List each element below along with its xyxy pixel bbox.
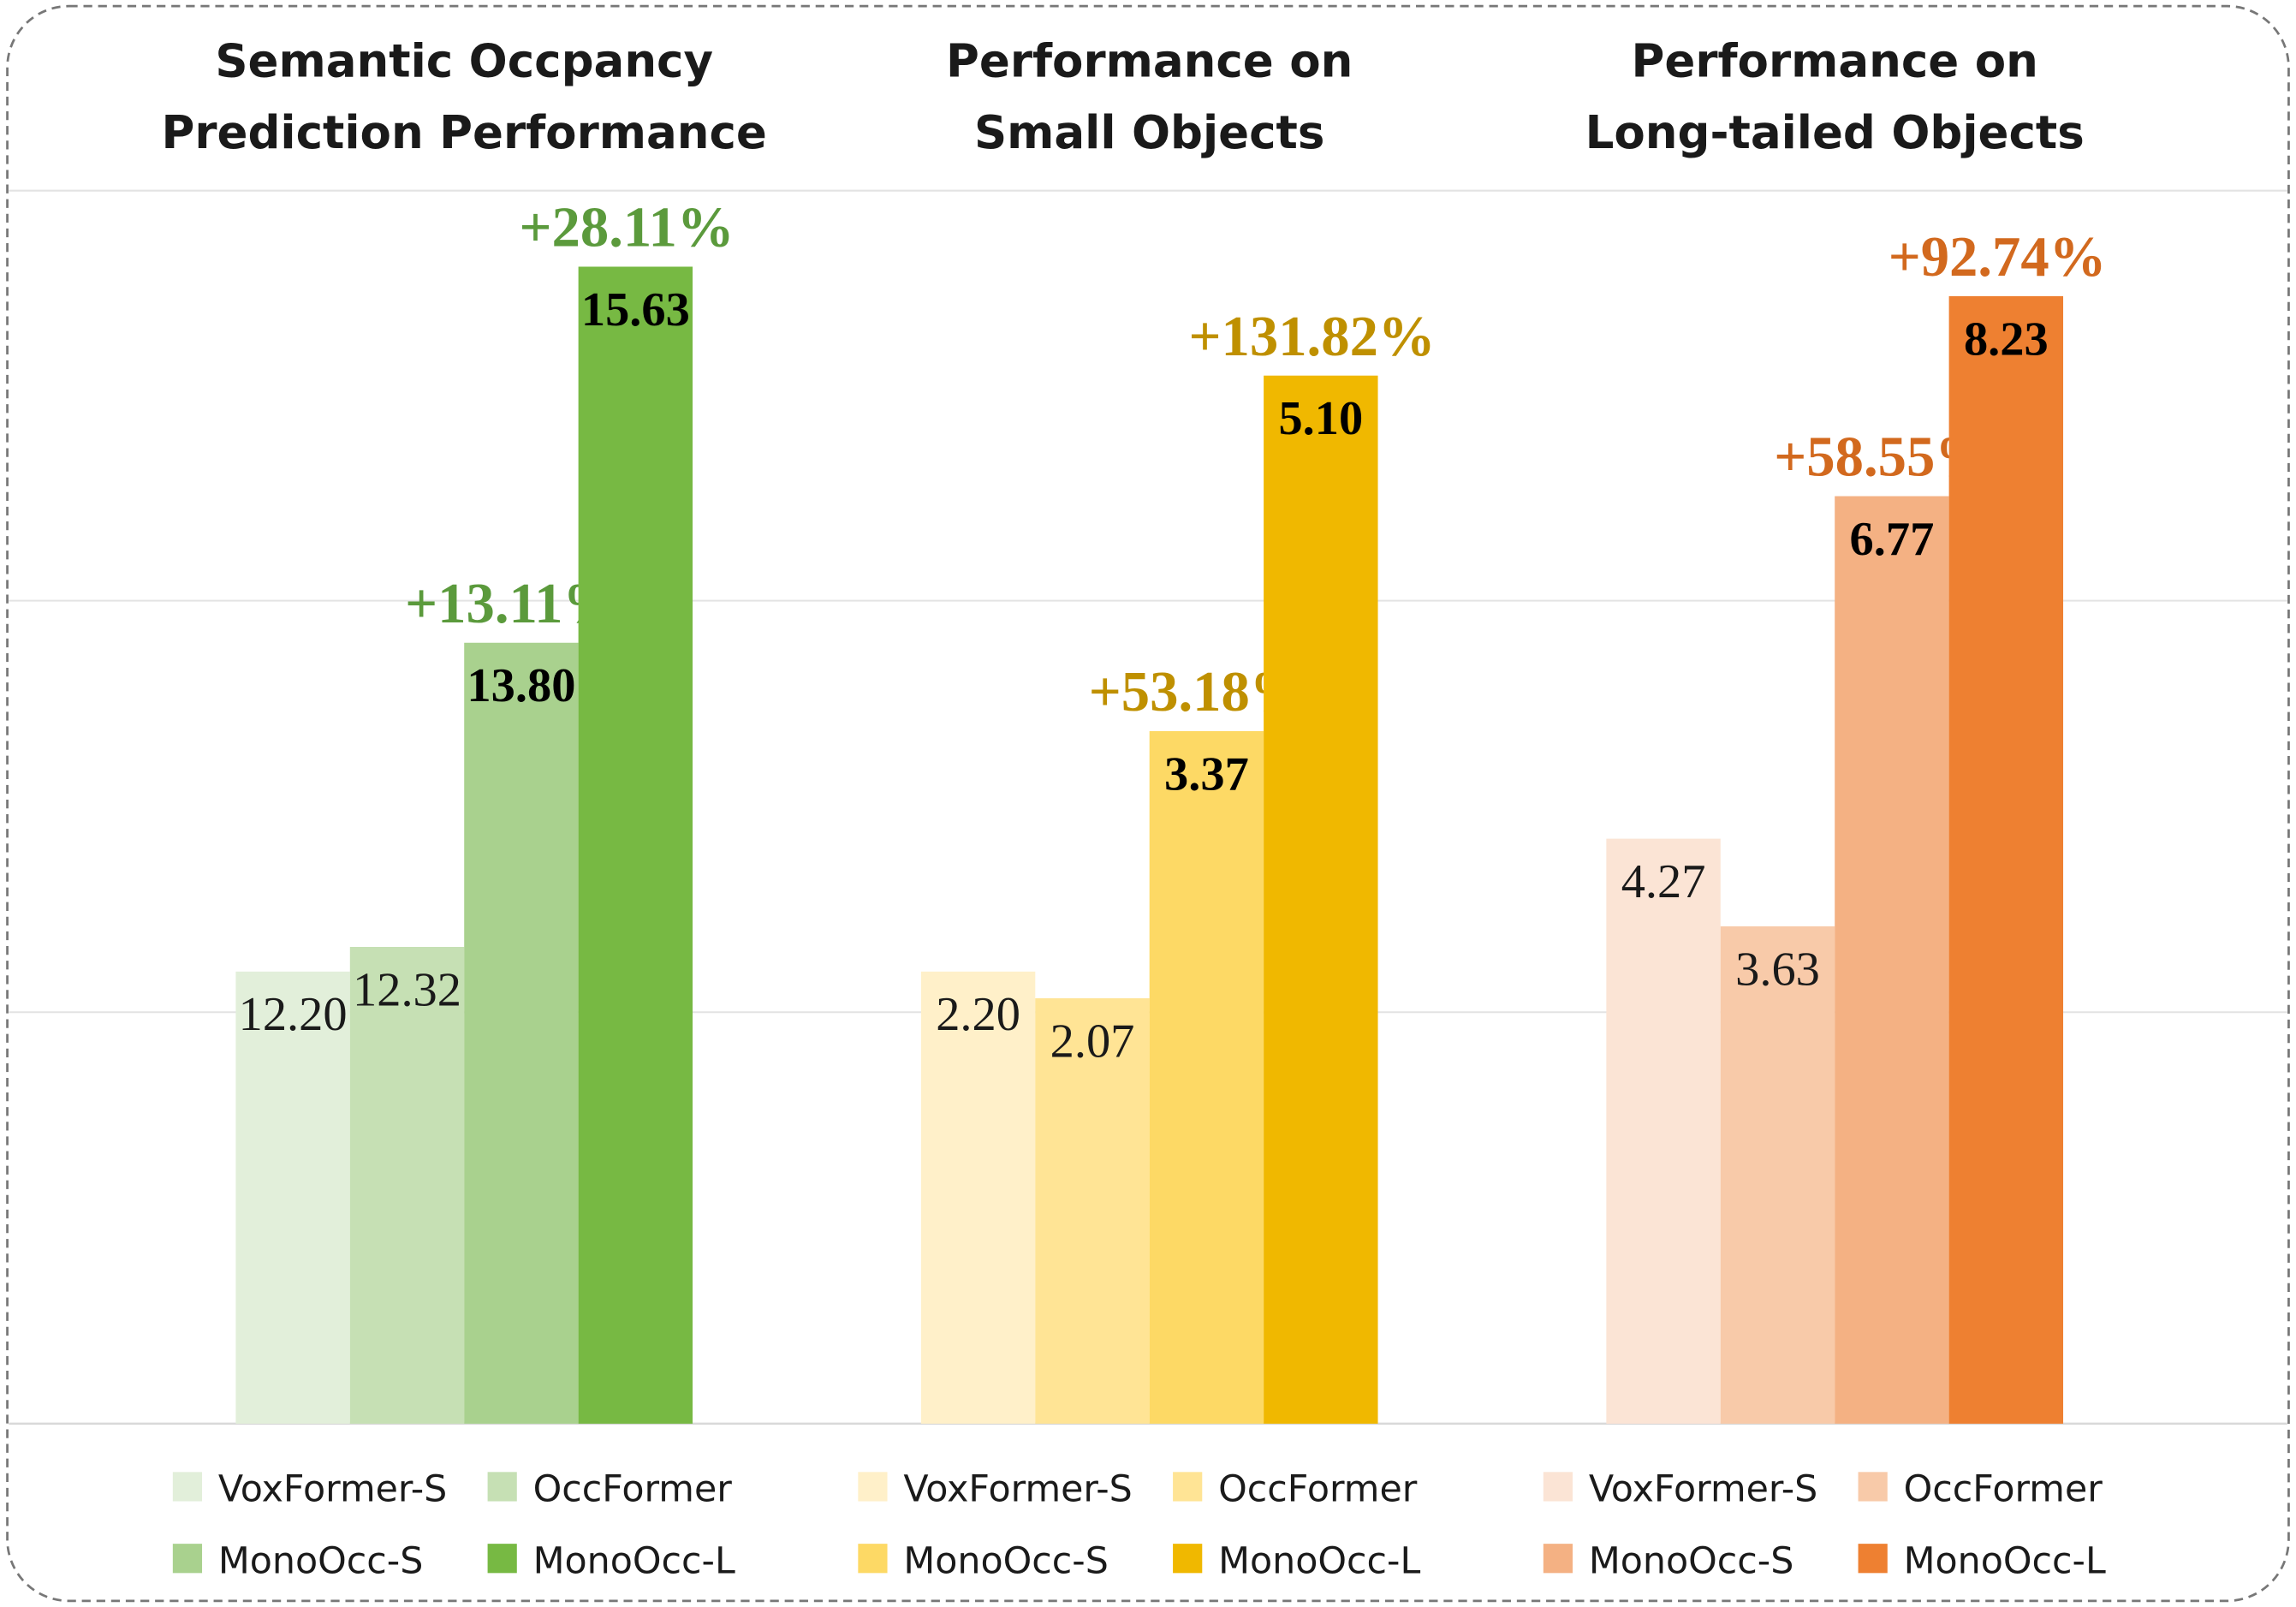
legend-swatch <box>1543 1544 1573 1574</box>
data-label: 4.27 <box>1621 855 1706 908</box>
panel-3: Performance on Long-tailed Objects 4.27 3.6… <box>1543 34 2107 1582</box>
legend-swatch <box>487 1472 517 1502</box>
bar-monoocc-s <box>1149 730 1264 1424</box>
bar-monoocc-s <box>1835 496 1949 1424</box>
legend-label: MonoOcc-L <box>533 1539 735 1582</box>
bar-voxformer-s <box>235 971 350 1424</box>
legend-swatch <box>858 1472 888 1502</box>
legend-swatch <box>1543 1472 1573 1502</box>
bar-voxformer-s <box>920 971 1036 1424</box>
data-label: 8.23 <box>1964 312 2049 366</box>
panel-1: Semantic Occpancy Prediction Performance 1… <box>162 34 767 1582</box>
data-label: 13.80 <box>467 659 575 712</box>
data-label: 5.10 <box>1278 392 1363 445</box>
legend-swatch <box>172 1472 203 1502</box>
legend-label: MonoOcc-L <box>1218 1539 1420 1582</box>
data-label: 2.20 <box>936 988 1020 1041</box>
data-label: 12.32 <box>353 963 461 1016</box>
legend-swatch <box>1858 1472 1888 1502</box>
panel-title: Small Objects <box>974 106 1324 159</box>
legend-label: OccFormer <box>533 1468 733 1511</box>
data-label: 6.77 <box>1850 513 1935 566</box>
data-label: 3.37 <box>1164 747 1249 801</box>
bar-occformer <box>349 946 465 1424</box>
bar-monoocc-l <box>578 266 693 1424</box>
data-label: 12.20 <box>239 988 348 1041</box>
improvement-label: +28.11% <box>520 197 735 259</box>
legend-label: MonoOcc-S <box>903 1539 1109 1582</box>
improvement-label: +131.82% <box>1189 306 1436 368</box>
legend-label: VoxFormer-S <box>218 1468 447 1511</box>
bar-monoocc-l <box>1264 375 1378 1424</box>
data-label: 2.07 <box>1050 1015 1135 1068</box>
legend-label: VoxFormer-S <box>903 1468 1132 1511</box>
legend-label: VoxFormer-S <box>1589 1468 1817 1511</box>
legend-label: MonoOcc-S <box>218 1539 424 1582</box>
bar-occformer <box>1720 926 1835 1424</box>
legend-swatch <box>858 1544 888 1574</box>
panel-title: Prediction Performance <box>162 106 767 159</box>
data-label: 15.63 <box>581 283 690 336</box>
legend-swatch <box>487 1544 517 1574</box>
legend-label: OccFormer <box>1218 1468 1418 1511</box>
legend-label: MonoOcc-S <box>1589 1539 1794 1582</box>
improvement-label: +92.74% <box>1889 226 2107 289</box>
panel-2: Performance on Small Objects 2.20 2.07 3.37 +… <box>858 34 1436 1582</box>
panel-title: Performance on <box>1632 34 2038 87</box>
panel-title: Long-tailed Objects <box>1585 106 2085 159</box>
legend-label: MonoOcc-L <box>1904 1539 2106 1582</box>
panel-title: Semantic Occpancy <box>215 34 713 87</box>
bar-monoocc-l <box>1948 295 2064 1424</box>
panel-title: Performance on <box>946 34 1353 87</box>
bar-occformer <box>1035 998 1150 1424</box>
legend-swatch <box>1173 1544 1203 1574</box>
data-label: 3.63 <box>1735 943 1820 996</box>
bar-monoocc-s <box>464 642 579 1424</box>
bar-voxformer-s <box>1606 838 1721 1424</box>
legend-swatch <box>1858 1544 1888 1574</box>
legend-swatch <box>172 1544 203 1574</box>
legend-swatch <box>1173 1472 1203 1502</box>
legend-label: OccFormer <box>1904 1468 2103 1511</box>
